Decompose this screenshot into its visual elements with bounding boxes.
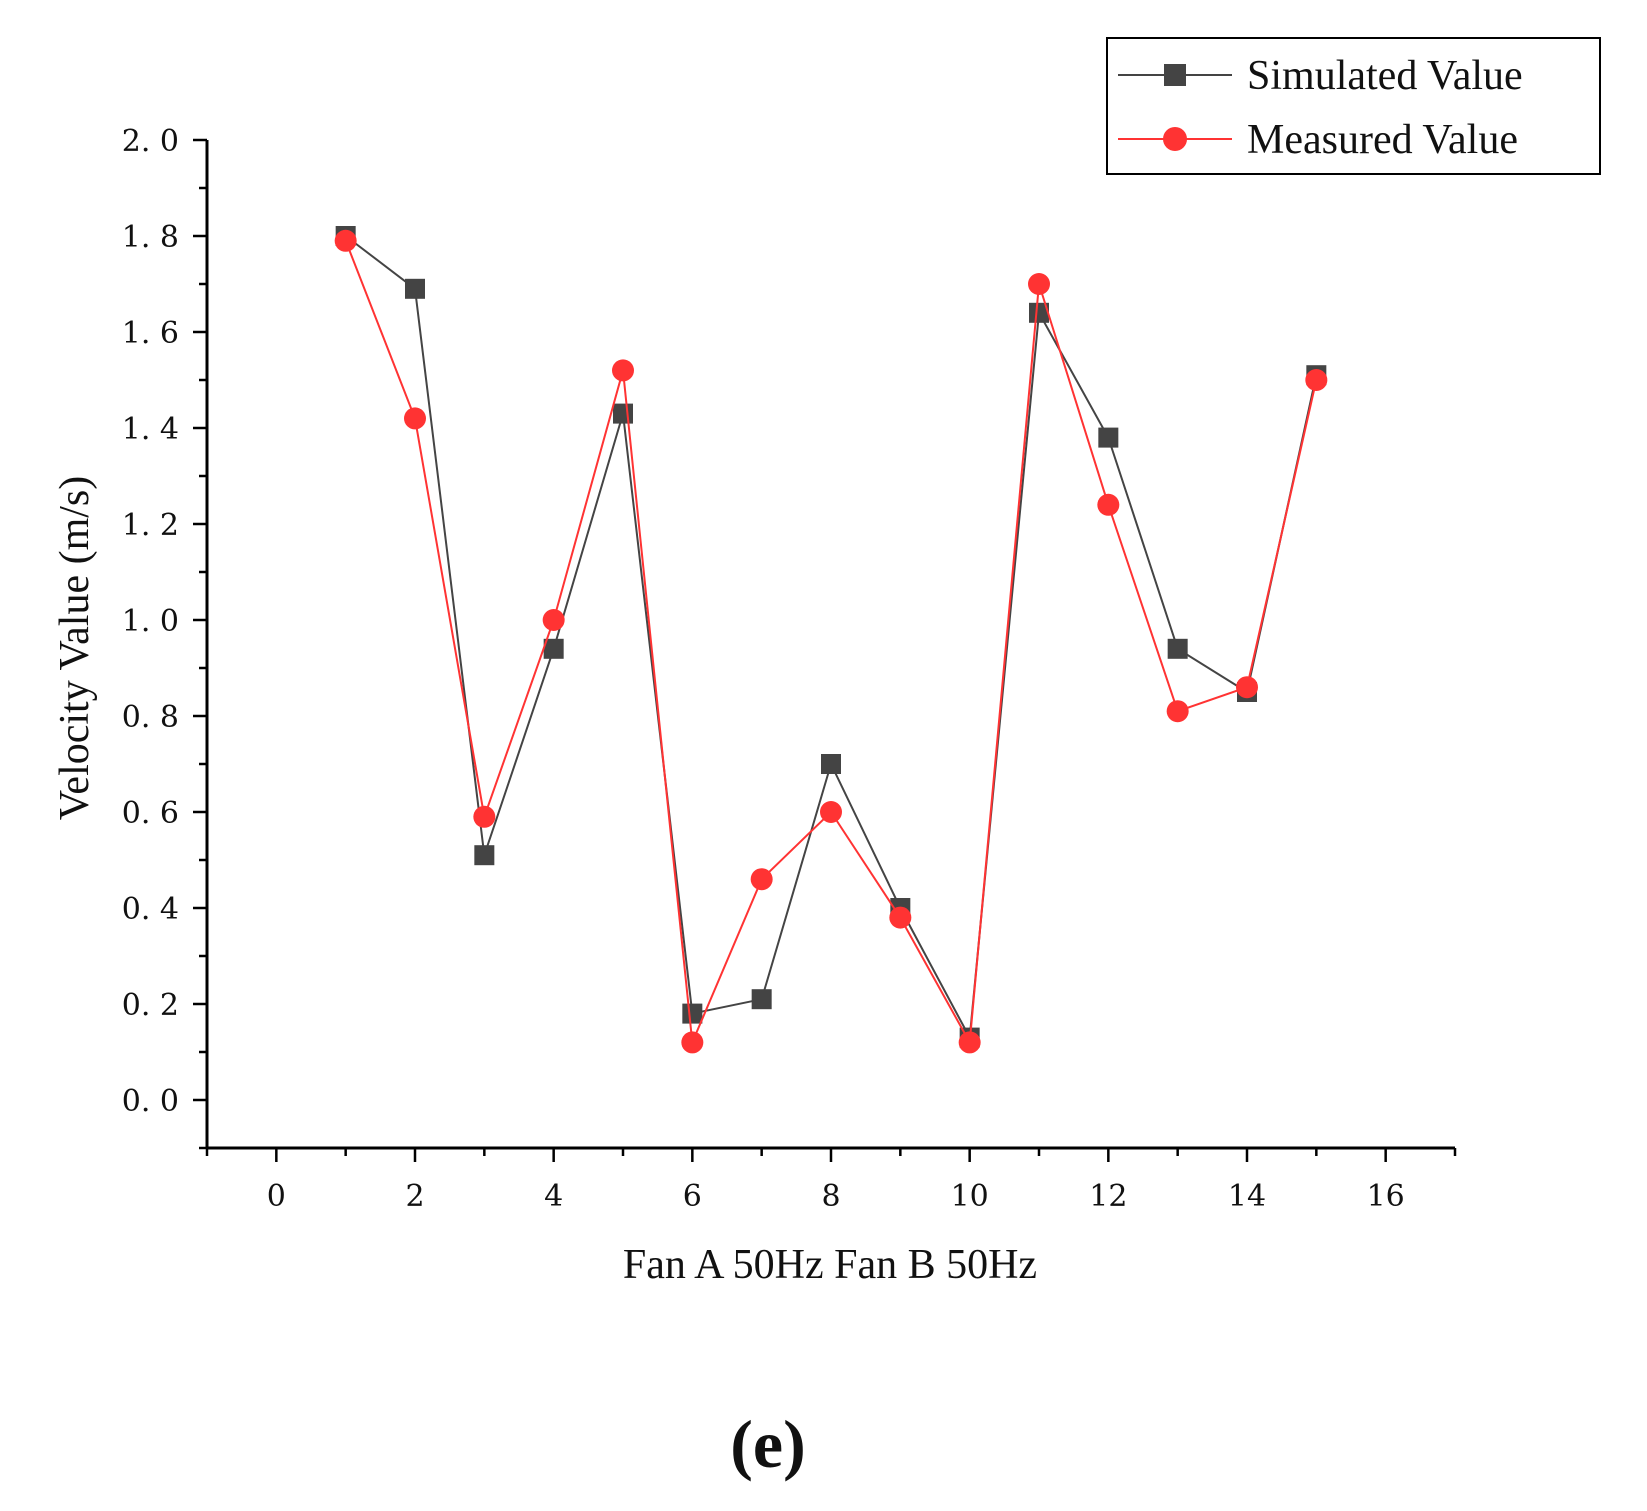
y-tick-label: 2. 0 [122, 124, 179, 159]
series-layer [334, 226, 1328, 1054]
x-tick-label: 10 [951, 1179, 989, 1214]
data-point-square [682, 1003, 703, 1024]
y-tick-label: 0. 6 [122, 796, 179, 831]
y-tick-label: 0. 4 [122, 892, 179, 927]
data-point-square [1098, 427, 1119, 448]
x-tick-label: 4 [544, 1179, 563, 1214]
x-tick-label: 14 [1228, 1179, 1266, 1214]
panel-label: (e) [730, 1406, 805, 1482]
legend-label: Simulated Value [1247, 53, 1523, 99]
data-point-circle [889, 906, 912, 929]
axes [205, 140, 1455, 1150]
y-tick-label: 1. 4 [122, 412, 179, 447]
x-tick-label: 8 [821, 1179, 840, 1214]
data-point-circle [1097, 493, 1120, 516]
series-simulated-value [335, 226, 1327, 1048]
x-tick-label: 16 [1367, 1179, 1405, 1214]
legend-box [1106, 37, 1601, 175]
x-tick-label: 0 [267, 1179, 286, 1214]
y-axis-title: Velocity Value (m/s) [52, 476, 98, 821]
data-point-square [751, 989, 772, 1010]
series-measured-value [334, 229, 1328, 1054]
legend-marker-circle [1163, 127, 1187, 151]
data-point-circle [750, 868, 773, 891]
legend-entry: Simulated Value [1118, 53, 1523, 99]
legend: Simulated Value Measured Value [1106, 37, 1601, 175]
data-point-square [474, 845, 495, 866]
data-point-circle [1236, 676, 1258, 699]
data-point-square [1167, 638, 1188, 659]
data-point-square [543, 638, 564, 659]
y-tick-label: 1. 8 [122, 220, 179, 255]
data-point-circle [958, 1031, 981, 1054]
data-point-circle [1305, 369, 1328, 391]
data-point-circle [542, 609, 565, 631]
data-point-circle [681, 1031, 704, 1054]
axis-ticks: 0. 0 0. 2 0. 4 0. 6 0. 8 1. 0 1. 2 1. 4 1. 6 1. 8… [122, 124, 1457, 1214]
legend-label: Measured Value [1247, 117, 1518, 163]
series-line [345, 235, 1318, 1041]
y-tick-label: 1. 2 [122, 508, 179, 543]
y-tick-label: 0. 0 [122, 1084, 179, 1119]
data-point-circle [1166, 700, 1189, 723]
data-point-square [405, 278, 425, 299]
data-point-square [613, 403, 633, 424]
x-tick-label: 6 [683, 1179, 702, 1214]
data-point-circle [612, 359, 634, 382]
legend-entry: Measured Value [1118, 117, 1518, 163]
y-tick-label: 1. 6 [122, 316, 179, 351]
data-point-circle [473, 805, 496, 828]
data-point-square [1029, 302, 1049, 323]
data-point-circle [334, 229, 357, 252]
x-tick-label: 2 [405, 1179, 424, 1214]
data-point-circle [404, 407, 426, 430]
x-axis-title: Fan A 50Hz Fan B 50Hz [623, 1242, 1037, 1288]
y-tick-label: 0. 8 [122, 700, 179, 735]
data-point-circle [1028, 273, 1050, 295]
data-point-square [821, 754, 841, 774]
y-tick-label: 1. 0 [122, 604, 179, 639]
legend-marker-square [1164, 64, 1186, 86]
y-tick-label: 0. 2 [122, 988, 179, 1023]
data-point-circle [820, 801, 842, 823]
x-tick-label: 12 [1089, 1179, 1127, 1214]
